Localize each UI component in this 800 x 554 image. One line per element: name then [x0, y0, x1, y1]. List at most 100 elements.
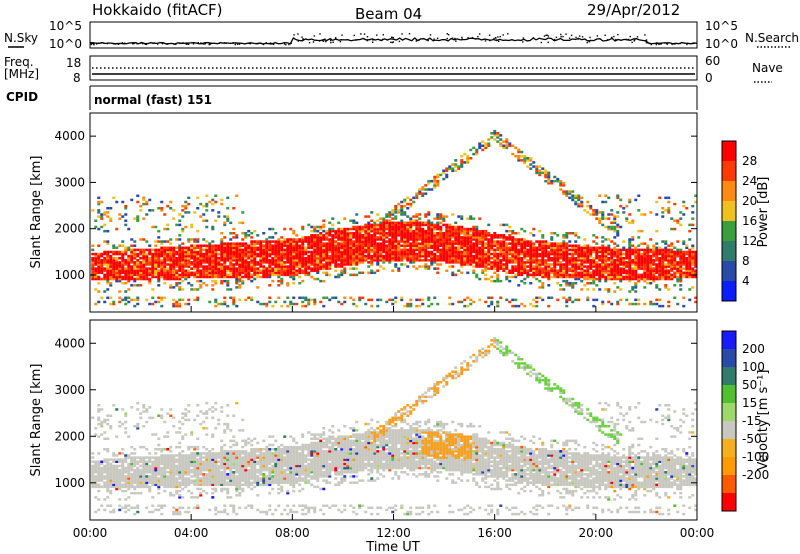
power-cell	[262, 273, 266, 277]
power-cell	[169, 284, 173, 287]
power-cell	[229, 267, 233, 270]
power-cell	[217, 302, 221, 306]
velocity-cell	[124, 470, 128, 474]
power-cell	[214, 254, 218, 258]
power-cell	[103, 261, 107, 264]
power-cell	[343, 248, 347, 252]
power-cell	[127, 279, 131, 283]
power-cell	[451, 213, 455, 216]
power-cell	[301, 279, 305, 283]
power-cell	[694, 263, 698, 266]
power-cell	[580, 271, 584, 275]
power-cell	[247, 265, 251, 268]
power-cell	[382, 267, 386, 270]
velocity-cell	[133, 473, 137, 476]
power-cell	[340, 234, 344, 237]
power-cell	[517, 248, 521, 252]
power-cell	[406, 202, 410, 206]
power-cell	[325, 248, 329, 252]
power-cell	[220, 269, 224, 272]
power-cell	[124, 223, 128, 227]
power-cell	[253, 265, 257, 268]
power-cell	[523, 271, 527, 275]
power-cell	[484, 234, 488, 237]
power-cell	[202, 248, 206, 252]
power-cell	[523, 263, 527, 266]
power-cell	[646, 256, 650, 260]
power-cell	[565, 298, 569, 302]
power-cell	[322, 254, 326, 258]
power-cell	[490, 265, 494, 268]
power-cell	[238, 246, 242, 250]
noise-search-dot	[660, 43, 662, 45]
power-cell	[181, 265, 185, 268]
power-cell	[508, 246, 512, 250]
velocity-cell	[121, 489, 125, 493]
power-cell	[505, 142, 509, 145]
power-cell	[367, 221, 371, 225]
power-cell	[628, 271, 632, 275]
power-cell	[220, 250, 224, 254]
power-cell	[526, 240, 530, 243]
power-cell	[226, 242, 230, 245]
power-cell	[304, 265, 308, 268]
power-cell	[370, 219, 374, 222]
power-cell	[580, 248, 584, 252]
power-cell	[301, 269, 305, 272]
power-cell	[337, 265, 341, 268]
power-cell	[133, 244, 137, 247]
power-cell	[166, 240, 170, 243]
power-cell	[322, 246, 326, 250]
noise-search-dot	[560, 33, 562, 36]
power-cell	[178, 265, 182, 268]
power-cell	[472, 242, 476, 245]
power-cell	[151, 252, 155, 256]
velocity-cell	[142, 475, 146, 478]
power-cell	[379, 225, 383, 229]
power-cell	[352, 273, 356, 277]
power-cell	[571, 196, 575, 200]
power-cell	[442, 234, 446, 237]
power-cell	[289, 302, 293, 306]
power-cell	[121, 240, 125, 243]
power-cell	[589, 248, 593, 252]
power-cell	[418, 223, 422, 227]
power-cell	[145, 298, 149, 302]
power-cell	[499, 261, 503, 264]
noise-search-dot	[270, 42, 273, 45]
power-cell	[391, 223, 395, 227]
power-cell	[226, 256, 230, 260]
power-cell	[664, 256, 668, 260]
velocity-cell	[136, 479, 140, 482]
power-cell	[571, 256, 575, 260]
power-cell	[550, 179, 554, 183]
power-cell	[277, 296, 281, 300]
power-cell	[424, 240, 428, 243]
power-cell	[340, 254, 344, 258]
velocity-cell	[97, 498, 101, 501]
power-cell	[298, 259, 302, 262]
power-cell	[307, 261, 311, 264]
power-cell	[223, 279, 227, 283]
power-cell	[616, 265, 620, 268]
power-cell	[613, 250, 617, 254]
power-cell	[643, 271, 647, 275]
power-cell	[133, 269, 137, 272]
power-cell	[643, 252, 647, 256]
power-cell	[628, 250, 632, 254]
power-cell	[523, 244, 527, 247]
power-cell	[304, 259, 308, 262]
power-cell	[520, 246, 524, 250]
power-cell	[511, 261, 515, 264]
power-cell	[343, 238, 347, 241]
power-cell	[184, 271, 188, 275]
power-cell	[430, 302, 434, 306]
power-cell	[562, 254, 566, 258]
power-cell	[250, 275, 254, 279]
power-cell	[583, 284, 587, 287]
noise-search-dot	[447, 33, 450, 36]
power-cell	[424, 267, 428, 270]
power-cell	[358, 254, 362, 258]
power-cell	[511, 252, 515, 256]
power-cell	[283, 242, 287, 245]
